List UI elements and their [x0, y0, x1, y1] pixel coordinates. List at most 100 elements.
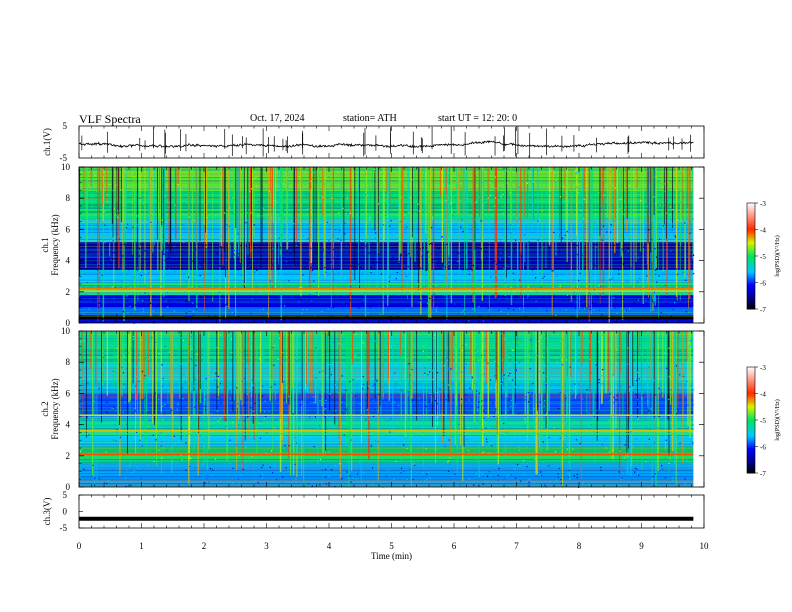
ch1-speckle [122, 306, 124, 309]
ch1-speckle [346, 198, 348, 200]
ch2-colorbar-segment [747, 402, 755, 405]
ch1-speckle [79, 167, 81, 169]
ch2-speckle [90, 357, 92, 359]
ch1-speckle [638, 281, 640, 283]
ch2-speckle [269, 400, 271, 402]
ch1-speckle [636, 174, 639, 176]
ch2-speckle [79, 450, 82, 453]
ch2-speckle [388, 469, 390, 471]
ch1-speckle [372, 186, 374, 188]
ch2-speckle [89, 444, 91, 446]
ch1-speckle [443, 179, 445, 181]
ch1-speckle [117, 210, 119, 212]
ch2-speckle [468, 478, 471, 480]
ch1-colorbar-segment [747, 287, 755, 291]
ch1-speckle [268, 190, 271, 193]
ch1-speckle [333, 238, 335, 240]
ch1-speckle [480, 220, 482, 222]
ch2-speckle [175, 390, 177, 392]
ch2-speckle [198, 375, 200, 377]
ch2-speckle [562, 404, 564, 406]
ch1-speckle [301, 198, 303, 200]
ch2-speckle [599, 434, 601, 436]
ch1-speckle [144, 292, 146, 294]
ch2-speckle [540, 364, 543, 366]
ch2-speckle [574, 383, 576, 385]
ch1-speckle [389, 203, 391, 206]
ch2-speckle [112, 439, 115, 441]
ch2-speckle [103, 356, 105, 358]
ch2-speckle [91, 416, 94, 418]
ch2-speckle [368, 385, 370, 387]
ch1-speckle [576, 301, 578, 303]
ch2-speckle [164, 354, 166, 357]
ch2-speckle [152, 434, 154, 436]
ch2-speckle [510, 410, 512, 412]
ch1-speckle [192, 260, 194, 262]
ch2-speckle [572, 448, 574, 450]
ch1-colorbar-segment [747, 211, 755, 215]
ch2-speckle [672, 477, 674, 479]
ch2-speckle [468, 399, 470, 401]
ch1-speckle [510, 289, 512, 291]
ch1-speckle [546, 309, 548, 312]
ch1-speckle [394, 234, 397, 236]
ch1-speckle [688, 178, 690, 180]
ch1-speckle [564, 282, 566, 284]
ch1-speckle [499, 186, 502, 189]
ch2-speckle [124, 477, 127, 479]
ch1-ytick-label: -5 [60, 153, 68, 163]
ch1-speckle [219, 172, 222, 175]
ch2-speckle [397, 404, 400, 407]
ch2-speckle [460, 334, 462, 336]
ch1-speckle [79, 286, 82, 289]
ch1-speckle [173, 245, 175, 248]
ch1-colorbar-segment [747, 303, 755, 306]
ch1-speckle [610, 224, 612, 226]
ch2-speckle [98, 447, 100, 449]
ch2-speckle [686, 459, 688, 461]
ch2-speckle [326, 368, 328, 371]
ch1-speckle [96, 191, 98, 193]
ch1-speckle [640, 199, 642, 202]
ch2-speckle [264, 411, 266, 413]
ch2-speckle [496, 428, 498, 430]
ch2-speckle [478, 359, 480, 361]
ch2-speckle [370, 436, 372, 438]
ch1-speckle [216, 253, 218, 255]
ch1-speckle [221, 254, 223, 256]
ch1-speckle [632, 243, 635, 245]
ch2-speckle [220, 334, 222, 337]
ch1-speckle [408, 212, 410, 214]
ch1-speckle [367, 312, 369, 314]
ch2-speckle [275, 478, 278, 481]
ch1-speckle [468, 273, 471, 275]
ch1-speckle [660, 299, 663, 301]
ch1-speckle [147, 303, 149, 305]
ch2-speckle [443, 365, 445, 367]
ch1-speckle [622, 263, 625, 266]
ch2-speckle [545, 383, 548, 385]
ch2-speckle [339, 359, 341, 361]
ch2-speckle [228, 463, 230, 465]
ch1-speckle [168, 231, 170, 233]
ch1-speckle [347, 213, 349, 215]
ch2-speckle [202, 463, 204, 465]
ch1-speckle [692, 273, 694, 275]
ch2-speckle [208, 374, 210, 377]
ch2-speckle [486, 438, 488, 440]
ch1-speckle [112, 257, 114, 260]
ch1-speckle [480, 281, 483, 283]
ch2-speckle [437, 409, 439, 411]
ch1-speckle [644, 260, 646, 263]
ch1-speckle [142, 311, 145, 313]
ch2-speckle [472, 365, 475, 367]
ch2-speckle [566, 446, 569, 448]
ch2-speckle [482, 400, 484, 402]
ch1-speckle [104, 211, 106, 213]
ch2-speckle [247, 387, 249, 389]
ch2-speckle [324, 402, 326, 404]
ch1-speckle [475, 203, 477, 206]
ch2-speckle [560, 441, 562, 443]
ch2-speckle [675, 413, 678, 415]
